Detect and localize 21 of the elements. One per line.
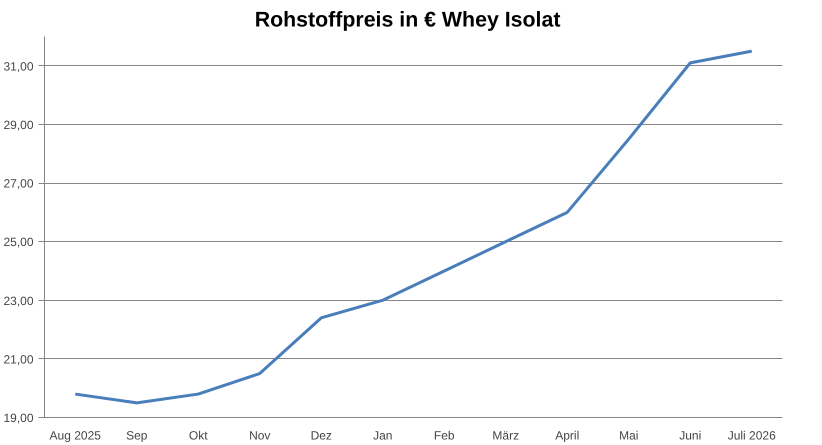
y-tick-label: 31,00 — [3, 59, 34, 74]
x-tick-label: März — [492, 428, 520, 442]
x-tick-label: Dez — [310, 428, 332, 442]
y-tick-label: 19,00 — [3, 411, 34, 425]
x-tick-label: Mai — [619, 428, 638, 442]
x-tick-label: Aug 2025 — [50, 428, 102, 442]
x-tick-label: Sep — [126, 428, 148, 442]
x-tick-label: Jan — [373, 428, 392, 442]
x-tick-label: Nov — [249, 428, 270, 442]
y-tick-label: 29,00 — [3, 118, 34, 132]
x-tick-label: Juni — [679, 428, 702, 442]
y-tick-label: 27,00 — [3, 176, 34, 191]
x-tick-label: Juli 2026 — [728, 428, 776, 442]
y-tick-label: 25,00 — [3, 235, 34, 250]
x-tick-label: April — [555, 428, 580, 442]
x-tick-label: Okt — [188, 428, 208, 442]
x-tick-label: Feb — [434, 428, 455, 442]
chart-title: Rohstoffpreis in € Whey Isolat — [254, 8, 560, 32]
y-tick-label: 21,00 — [3, 352, 34, 366]
y-tick-label: 23,00 — [3, 294, 34, 308]
line-series — [74, 50, 754, 404]
